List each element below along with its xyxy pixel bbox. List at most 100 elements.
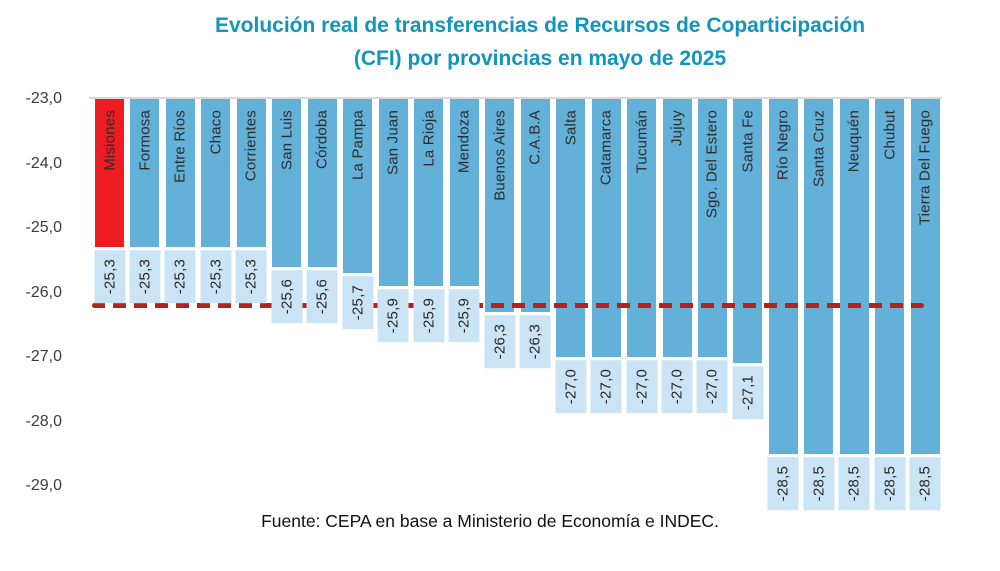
bar-value-label: -25,6 [271, 270, 302, 323]
bar-value-label: -27,0 [555, 360, 586, 413]
bar-value-label: -28,5 [803, 457, 834, 510]
bar-la-rioja: La Rioja -25,9 [414, 99, 443, 486]
bar-formosa: Formosa -25,3 [130, 99, 159, 486]
y-axis-tick-label: -23,0 [26, 90, 62, 108]
bar-value-label: -27,1 [732, 366, 763, 419]
bar-value-label: -25,9 [413, 289, 444, 342]
bar-value-label: -25,6 [307, 270, 338, 323]
bar-category-label: Buenos Aires [491, 110, 508, 201]
y-axis-tick-label: -28,0 [26, 413, 62, 431]
bar-category-label: Entre Ríos [172, 110, 189, 183]
bar-fill: Río Negro [769, 99, 798, 454]
y-axis: -23,0-24,0-25,0-26,0-27,0-28,0-29,0 [0, 99, 62, 486]
bar-value-label: -25,9 [449, 289, 480, 342]
bar-san-juan: San Juan -25,9 [379, 99, 408, 486]
bar-fill: Salta [556, 99, 585, 357]
bar-tucum-n: Tucumán -27,0 [627, 99, 656, 486]
bar-santa-cruz: Santa Cruz -28,5 [804, 99, 833, 486]
bar-value-label: -25,3 [236, 250, 267, 303]
bar-fill: Tucumán [627, 99, 656, 357]
source-caption: Fuente: CEPA en base a Ministerio de Eco… [0, 511, 980, 532]
bar-category-label: Misiones [101, 110, 118, 171]
bar-corrientes: Corrientes -25,3 [237, 99, 266, 486]
bar-category-label: Formosa [136, 110, 153, 171]
bar-category-label: Mendoza [456, 110, 473, 173]
bar-fill: Chubut [875, 99, 904, 454]
bar-value-label: -27,0 [626, 360, 657, 413]
bar-category-label: San Luis [278, 110, 295, 170]
bar-chaco: Chaco -25,3 [201, 99, 230, 486]
bar-category-label: Santa Cruz [810, 110, 827, 187]
chart-title-line2: (CFI) por provincias en mayo de 2025 [100, 43, 980, 76]
bar-category-label: Córdoba [314, 110, 331, 169]
bar-jujuy: Jujuy -27,0 [663, 99, 692, 486]
bar-category-label: Tucumán [633, 110, 650, 173]
bar-santa-fe: Santa Fe -27,1 [733, 99, 762, 486]
bar-value-label: -27,0 [697, 360, 728, 413]
bar-fill: La Rioja [414, 99, 443, 286]
bar-value-label: -25,3 [165, 250, 196, 303]
bar-fill: La Pampa [343, 99, 372, 273]
bar-fill: Neuquén [840, 99, 869, 454]
bar-category-label: Río Negro [775, 110, 792, 180]
bar-value-label: -28,5 [874, 457, 905, 510]
bar-r-o-negro: Río Negro -28,5 [769, 99, 798, 486]
bar-c-a-b-a: C.A.B.A -26,3 [521, 99, 550, 486]
bar-fill: Santa Cruz [804, 99, 833, 454]
bar-category-label: Catamarca [598, 110, 615, 185]
bar-category-label: La Pampa [349, 110, 366, 180]
bar-value-label: -28,5 [768, 457, 799, 510]
bar-fill: San Juan [379, 99, 408, 286]
bar-category-label: La Rioja [420, 110, 437, 167]
bar-entre-r-os: Entre Ríos -25,3 [166, 99, 195, 486]
reference-dashed-line [92, 303, 924, 308]
bar-fill: Jujuy [663, 99, 692, 357]
bar-value-label: -27,0 [591, 360, 622, 413]
bar-value-label: -25,3 [94, 250, 125, 303]
bar-fill: Chaco [201, 99, 230, 247]
bar-value-label: -26,3 [520, 315, 551, 368]
y-axis-tick-label: -24,0 [26, 155, 62, 173]
bar-category-label: Corrientes [243, 110, 260, 181]
bar-value-label: -26,3 [484, 315, 515, 368]
bar-category-label: Chubut [881, 110, 898, 160]
bar-buenos-aires: Buenos Aires -26,3 [485, 99, 514, 486]
bar-category-label: Salta [562, 110, 579, 145]
bar-fill: Corrientes [237, 99, 266, 247]
bar-catamarca: Catamarca -27,0 [592, 99, 621, 486]
chart-title-line1: Evolución real de transferencias de Recu… [100, 10, 980, 43]
bar-category-label: Tierra Del Fuego [917, 110, 934, 225]
bar-category-label: C.A.B.A [527, 110, 544, 165]
bar-value-label: -25,3 [129, 250, 160, 303]
bar-c-rdoba: Córdoba -25,6 [308, 99, 337, 486]
bar-fill: Mendoza [450, 99, 479, 286]
y-axis-tick-label: -25,0 [26, 219, 62, 237]
bar-category-label: Chaco [207, 110, 224, 154]
bar-fill: Formosa [130, 99, 159, 247]
bars-container: Misiones -25,3 Formosa -25,3 Entre Ríos … [95, 99, 940, 486]
bar-value-label: -25,3 [200, 250, 231, 303]
bar-fill: Misiones [95, 99, 124, 247]
plot-area: Misiones -25,3 Formosa -25,3 Entre Ríos … [95, 99, 940, 486]
bar-sgo-del-estero: Sgo. Del Estero -27,0 [698, 99, 727, 486]
bar-fill: Tierra Del Fuego [911, 99, 940, 454]
y-axis-tick-label: -26,0 [26, 284, 62, 302]
bar-fill: Santa Fe [733, 99, 762, 363]
bar-value-label: -28,5 [839, 457, 870, 510]
bar-value-label: -25,9 [378, 289, 409, 342]
bar-category-label: San Juan [385, 110, 402, 175]
bar-category-label: Santa Fe [739, 110, 756, 172]
y-axis-tick-label: -29,0 [26, 477, 62, 495]
bar-fill: San Luis [272, 99, 301, 267]
bar-la-pampa: La Pampa -25,7 [343, 99, 372, 486]
bar-salta: Salta -27,0 [556, 99, 585, 486]
bar-fill: Córdoba [308, 99, 337, 267]
bar-neuqu-n: Neuquén -28,5 [840, 99, 869, 486]
bar-value-label: -27,0 [662, 360, 693, 413]
bar-category-label: Neuquén [846, 110, 863, 172]
bar-category-label: Sgo. Del Estero [704, 110, 721, 218]
bar-chubut: Chubut -28,5 [875, 99, 904, 486]
bar-fill: Catamarca [592, 99, 621, 357]
y-axis-tick-label: -27,0 [26, 348, 62, 366]
bar-san-luis: San Luis -25,6 [272, 99, 301, 486]
